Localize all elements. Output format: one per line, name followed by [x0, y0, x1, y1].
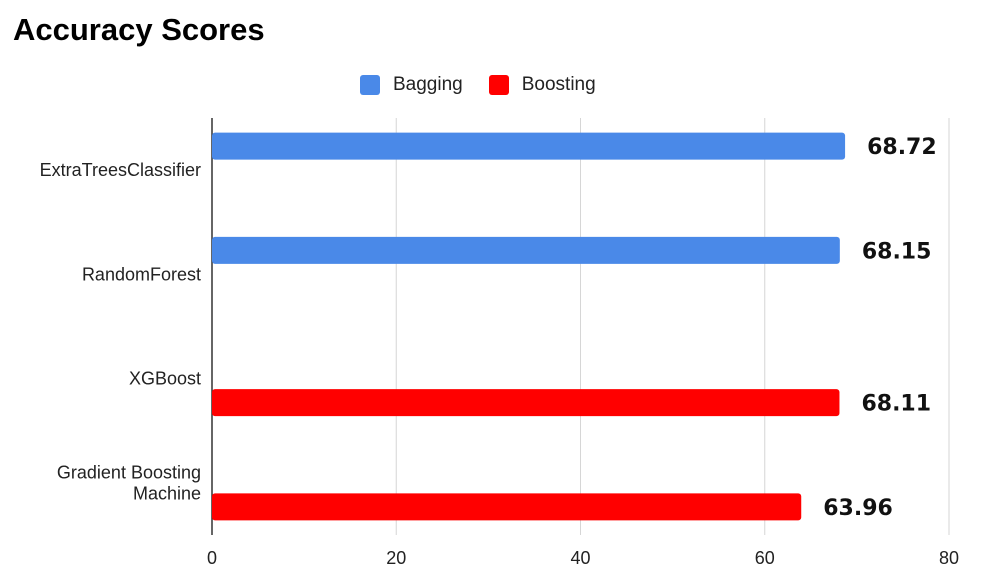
x-tick-label-80: 80 — [939, 548, 959, 568]
category-label: RandomForest — [82, 264, 201, 284]
bar-bagging — [212, 236, 840, 264]
category-label: Gradient Boosting — [57, 462, 201, 482]
legend-swatch-bagging — [360, 75, 380, 95]
legend-item-bagging: Bagging — [360, 74, 463, 96]
category-label: XGBoost — [129, 369, 201, 389]
legend: Bagging Boosting — [360, 73, 622, 97]
chart-title: Accuracy Scores — [13, 12, 265, 47]
legend-label-boosting: Boosting — [521, 74, 596, 95]
bar-bagging — [212, 132, 846, 160]
x-tick-label-60: 60 — [755, 548, 775, 568]
category-label: Machine — [133, 483, 201, 503]
legend-label-bagging: Bagging — [393, 74, 463, 95]
x-tick-label-40: 40 — [570, 548, 590, 568]
x-tick-label-20: 20 — [386, 548, 406, 568]
bar-boosting — [212, 389, 840, 417]
data-label: 68.15 — [862, 239, 932, 264]
x-tick-label-0: 0 — [207, 548, 217, 568]
data-label: 63.96 — [823, 496, 893, 521]
legend-swatch-boosting — [488, 75, 509, 95]
data-label: 68.72 — [867, 135, 937, 160]
data-label: 68.11 — [861, 392, 931, 417]
legend-item-boosting: Boosting — [488, 74, 596, 96]
bar-boosting — [212, 493, 802, 521]
category-label: ExtraTreesClassifier — [40, 160, 201, 180]
